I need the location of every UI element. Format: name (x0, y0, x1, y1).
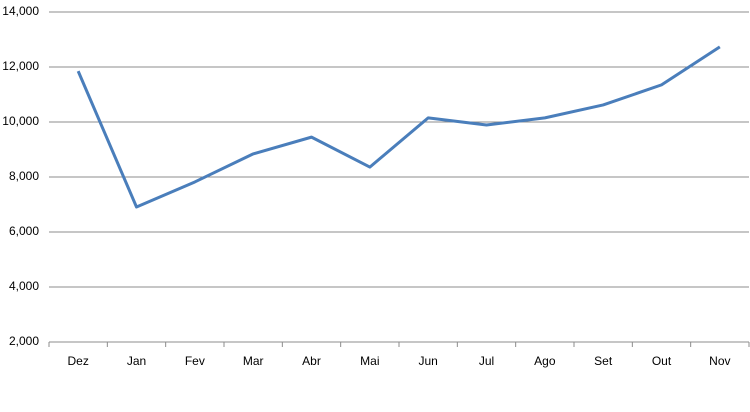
x-tick-label: Nov (709, 354, 730, 368)
y-tick-label: 6,000 (9, 224, 39, 238)
data-line (76, 45, 721, 209)
y-tick-label: 12,000 (2, 59, 39, 73)
x-tick-label: Mar (243, 354, 264, 368)
x-tick-label: Set (594, 354, 613, 368)
x-tick-label: Ago (534, 354, 556, 368)
x-tick-label: Jan (127, 354, 146, 368)
x-tick-label: Jul (479, 354, 494, 368)
y-tick-label: 4,000 (9, 279, 39, 293)
y-tick-label: 10,000 (2, 114, 39, 128)
y-tick-label: 8,000 (9, 169, 39, 183)
x-tick-label: Dez (67, 354, 88, 368)
y-tick-label: 14,000 (2, 4, 39, 18)
x-tick-label: Abr (302, 354, 321, 368)
y-tick-label: 2,000 (9, 334, 39, 348)
x-tick-label: Fev (185, 354, 205, 368)
x-tick-label: Jun (418, 354, 437, 368)
x-tick-label: Mai (360, 354, 379, 368)
x-tick-label: Out (652, 354, 672, 368)
